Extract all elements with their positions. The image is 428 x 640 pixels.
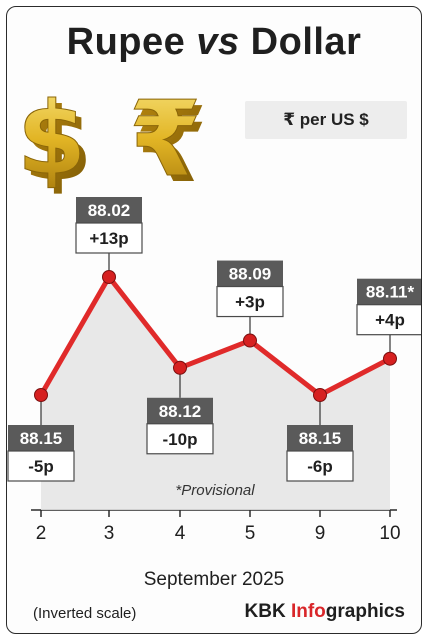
change-box — [146, 423, 214, 455]
line-chart: $ $ ₹ ₹ 2 3 4 5 9 10 88.15 -5p 88.02 +13p 88.12 -10… — [7, 78, 421, 544]
change-box — [286, 450, 354, 482]
change-box — [216, 285, 284, 318]
data-point — [313, 388, 327, 402]
data-label-value: 88.12 — [159, 402, 202, 421]
x-tick-label: 3 — [104, 523, 115, 544]
data-point — [102, 270, 116, 284]
x-tick-label: 2 — [36, 523, 47, 544]
brand-logo: KBK Infographics — [245, 601, 405, 623]
data-label-value: 88.11* — [366, 283, 415, 302]
title-dollar: Dollar — [239, 21, 362, 63]
infographic-frame: Rupee vs Dollar ₹ per US $ $ $ ₹ ₹ 2 3 4 5 9… — [6, 6, 422, 634]
svg-text:₹: ₹ — [129, 78, 201, 200]
x-tick-label: 4 — [175, 523, 186, 544]
brand-kbk: KBK — [244, 601, 291, 622]
brand-info: Info — [290, 601, 326, 622]
data-label-change: +13p — [89, 229, 128, 248]
value-box — [217, 260, 283, 287]
change-box — [7, 450, 75, 482]
data-label-change: +3p — [235, 293, 265, 312]
chart-layer: 2 3 4 5 9 10 88.15 -5p 88.02 +13p 88.12 -10p 88.09 +3… — [7, 197, 421, 544]
title-vs: vs — [196, 21, 240, 63]
data-label-change: -6p — [307, 457, 333, 476]
data-point — [243, 333, 257, 348]
change-box — [75, 222, 143, 254]
data-label-value: 88.09 — [229, 265, 272, 284]
data-point — [173, 360, 187, 375]
series-line — [38, 274, 393, 398]
data-label-value: 88.15 — [299, 429, 342, 448]
x-tick-label: 10 — [379, 523, 400, 544]
data-point — [34, 388, 48, 402]
data-label-change: -10p — [163, 430, 198, 449]
change-box — [356, 304, 421, 336]
svg-text:$: $ — [23, 86, 93, 203]
x-tick-label: 5 — [245, 523, 256, 544]
value-box — [357, 278, 421, 305]
value-box — [76, 197, 142, 223]
data-label-change: +4p — [375, 311, 405, 330]
dollar-sign-icon: $ $ — [17, 80, 93, 204]
inverted-scale-note: (Inverted scale) — [33, 605, 137, 622]
provisional-note: *Provisional — [175, 482, 255, 499]
brand-graphics: graphics — [325, 601, 405, 622]
unit-label: ₹ per US $ — [245, 101, 407, 139]
data-point — [383, 351, 397, 366]
data-label-value: 88.02 — [88, 201, 131, 220]
title-rupee: Rupee — [66, 21, 197, 63]
page-title: Rupee vs Dollar — [7, 21, 421, 64]
rupee-sign-icon: ₹ ₹ — [129, 78, 208, 207]
value-box — [8, 425, 74, 451]
data-label-change: -5p — [28, 457, 54, 476]
value-box — [287, 425, 353, 451]
x-tick-label: 9 — [315, 523, 326, 544]
svg-text:$: $ — [17, 80, 87, 197]
value-box — [147, 397, 213, 424]
x-axis-title: September 2025 — [143, 569, 285, 590]
svg-text:₹: ₹ — [135, 84, 207, 206]
data-label-value: 88.15 — [20, 429, 63, 448]
